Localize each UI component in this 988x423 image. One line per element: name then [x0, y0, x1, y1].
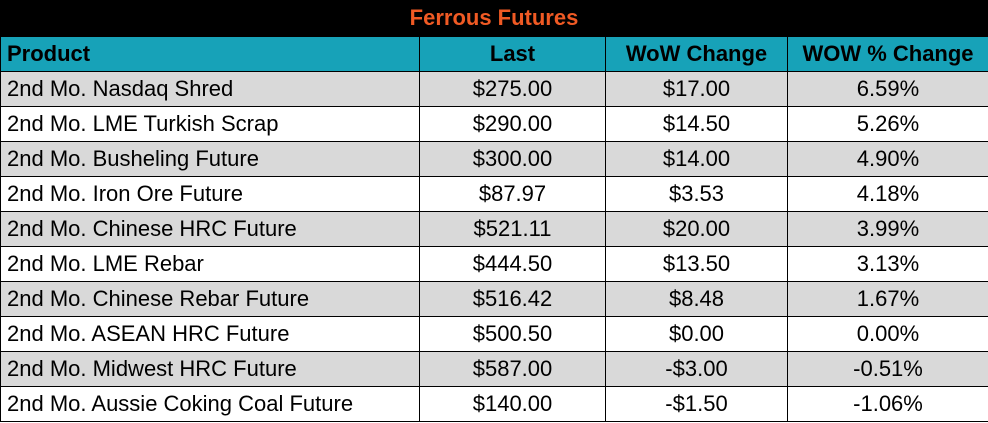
table-row: 2nd Mo. Aussie Coking Coal Future $140.0…: [0, 386, 988, 422]
cell-product: 2nd Mo. Iron Ore Future: [0, 176, 420, 212]
cell-last: $587.00: [419, 351, 606, 387]
cell-last: $87.97: [419, 176, 606, 212]
cell-product: 2nd Mo. Midwest HRC Future: [0, 351, 420, 387]
cell-wow-change: $13.50: [605, 246, 788, 282]
cell-wow-change: $14.50: [605, 106, 788, 142]
table-row: 2nd Mo. Busheling Future $300.00 $14.00 …: [0, 141, 988, 177]
cell-last: $140.00: [419, 386, 606, 422]
cell-product: 2nd Mo. LME Turkish Scrap: [0, 106, 420, 142]
cell-last: $516.42: [419, 281, 606, 317]
cell-wow-change: $14.00: [605, 141, 788, 177]
cell-wow-change: -$1.50: [605, 386, 788, 422]
header-wow-change: WoW Change: [605, 36, 788, 72]
cell-wow-pct-change: 6.59%: [787, 71, 988, 107]
cell-last: $290.00: [419, 106, 606, 142]
cell-wow-change: $17.00: [605, 71, 788, 107]
cell-wow-pct-change: -1.06%: [787, 386, 988, 422]
table-row: 2nd Mo. LME Rebar $444.50 $13.50 3.13%: [0, 246, 988, 282]
cell-wow-pct-change: -0.51%: [787, 351, 988, 387]
cell-wow-pct-change: 3.13%: [787, 246, 988, 282]
table-row: 2nd Mo. Iron Ore Future $87.97 $3.53 4.1…: [0, 176, 988, 212]
table-row: 2nd Mo. LME Turkish Scrap $290.00 $14.50…: [0, 106, 988, 142]
cell-product: 2nd Mo. Busheling Future: [0, 141, 420, 177]
cell-product: 2nd Mo. ASEAN HRC Future: [0, 316, 420, 352]
futures-table: Product Last WoW Change WOW % Change 2nd…: [0, 36, 988, 422]
cell-product: 2nd Mo. Aussie Coking Coal Future: [0, 386, 420, 422]
cell-last: $300.00: [419, 141, 606, 177]
table-row: 2nd Mo. Midwest HRC Future $587.00 -$3.0…: [0, 351, 988, 387]
cell-product: 2nd Mo. Chinese HRC Future: [0, 211, 420, 247]
cell-product: 2nd Mo. Chinese Rebar Future: [0, 281, 420, 317]
cell-wow-change: -$3.00: [605, 351, 788, 387]
cell-last: $275.00: [419, 71, 606, 107]
cell-wow-pct-change: 5.26%: [787, 106, 988, 142]
cell-product: 2nd Mo. LME Rebar: [0, 246, 420, 282]
cell-wow-pct-change: 3.99%: [787, 211, 988, 247]
table-row: 2nd Mo. ASEAN HRC Future $500.50 $0.00 0…: [0, 316, 988, 352]
cell-wow-change: $0.00: [605, 316, 788, 352]
cell-wow-pct-change: 4.18%: [787, 176, 988, 212]
cell-last: $444.50: [419, 246, 606, 282]
cell-last: $500.50: [419, 316, 606, 352]
table-title: Ferrous Futures: [0, 0, 988, 36]
cell-wow-change: $3.53: [605, 176, 788, 212]
cell-last: $521.11: [419, 211, 606, 247]
header-product: Product: [0, 36, 420, 72]
table-row: 2nd Mo. Chinese HRC Future $521.11 $20.0…: [0, 211, 988, 247]
cell-wow-pct-change: 1.67%: [787, 281, 988, 317]
table-row: 2nd Mo. Chinese Rebar Future $516.42 $8.…: [0, 281, 988, 317]
header-wow-pct-change: WOW % Change: [787, 36, 988, 72]
cell-product: 2nd Mo. Nasdaq Shred: [0, 71, 420, 107]
header-last: Last: [419, 36, 606, 72]
cell-wow-pct-change: 0.00%: [787, 316, 988, 352]
cell-wow-pct-change: 4.90%: [787, 141, 988, 177]
table-row: 2nd Mo. Nasdaq Shred $275.00 $17.00 6.59…: [0, 71, 988, 107]
cell-wow-change: $8.48: [605, 281, 788, 317]
cell-wow-change: $20.00: [605, 211, 788, 247]
header-row: Product Last WoW Change WOW % Change: [0, 36, 988, 72]
